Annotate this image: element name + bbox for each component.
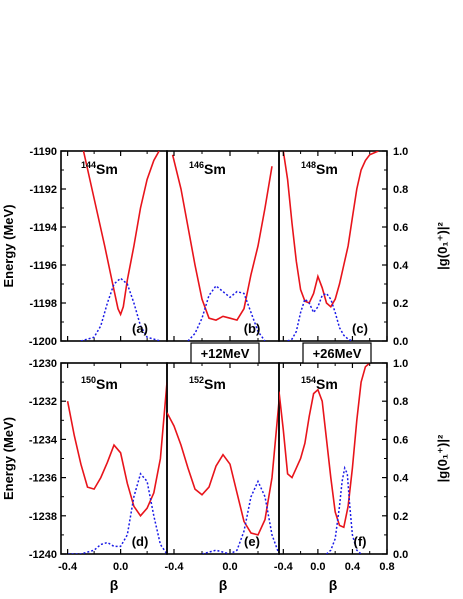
x-tick-label: 0.8 bbox=[379, 561, 394, 573]
y2-tick-label: 0.0 bbox=[393, 336, 408, 348]
shift-label-c: +26MeV bbox=[313, 346, 362, 361]
x-tick-label: 0.0 bbox=[310, 561, 325, 573]
element-symbol: Sm bbox=[316, 376, 338, 392]
y2-axis-title: |g(0₁⁺)|² bbox=[435, 434, 450, 482]
y-tick-label: -1200 bbox=[29, 336, 57, 348]
y2-tick-label: 0.0 bbox=[393, 549, 408, 561]
wavefunction-curve-f bbox=[326, 465, 362, 554]
shift-box-b bbox=[190, 342, 260, 364]
y2-tick-label: 1.0 bbox=[393, 358, 408, 370]
panel-frame-a bbox=[60, 150, 168, 342]
element-symbol: Sm bbox=[316, 161, 338, 177]
y-tick-label: -1234 bbox=[29, 434, 58, 446]
y-tick-label: -1236 bbox=[29, 473, 57, 485]
x-tick-label: -0.4 bbox=[165, 561, 185, 573]
y-tick-label: -1238 bbox=[29, 511, 57, 523]
nucleus-label-d: 150Sm bbox=[81, 375, 118, 392]
y2-tick-label: 0.8 bbox=[393, 396, 408, 408]
energy-curve-b bbox=[171, 154, 273, 322]
y-tick-label: -1196 bbox=[29, 260, 57, 272]
mass-number: 150 bbox=[81, 375, 96, 385]
panel-frame-b bbox=[166, 150, 280, 342]
nucleus-label-c: 148Sm bbox=[301, 160, 338, 177]
nucleus-label-a: 144Sm bbox=[81, 160, 118, 177]
wavefunction-curve-d bbox=[67, 472, 167, 554]
element-symbol: Sm bbox=[96, 376, 118, 392]
nucleus-label-b: 146Sm bbox=[189, 160, 226, 177]
y2-axis-title: |g(0₁⁺)|² bbox=[435, 221, 450, 269]
x-tick-label: 0.0 bbox=[222, 561, 237, 573]
y-axis-title: Energy (MeV) bbox=[1, 204, 16, 287]
energy-curve-a bbox=[82, 151, 160, 317]
energy-curve-e bbox=[167, 401, 279, 536]
panel-label-b: (b) bbox=[244, 321, 261, 336]
y-tick-label: -1190 bbox=[29, 146, 57, 158]
panel-label-c: (c) bbox=[352, 321, 368, 336]
element-symbol: Sm bbox=[96, 161, 118, 177]
x-axis-title: β bbox=[219, 577, 228, 593]
energy-curve-d bbox=[66, 382, 167, 518]
x-axis-title: β bbox=[329, 577, 338, 593]
mass-number: 148 bbox=[301, 160, 316, 170]
mass-number: 146 bbox=[189, 160, 204, 170]
nucleus-label-e: 152Sm bbox=[189, 375, 226, 392]
element-symbol: Sm bbox=[204, 161, 226, 177]
panel-label-d: (d) bbox=[132, 534, 149, 549]
x-tick-label: 0.0 bbox=[113, 561, 128, 573]
energy-curve-f bbox=[279, 363, 371, 529]
mass-number: 154 bbox=[301, 375, 316, 385]
x-tick-label: -0.4 bbox=[274, 561, 294, 573]
wavefunction-curve-a bbox=[80, 277, 161, 341]
y-tick-label: -1194 bbox=[29, 222, 57, 234]
y2-tick-label: 0.8 bbox=[393, 184, 408, 196]
y2-tick-label: 0.6 bbox=[393, 222, 408, 234]
wavefunction-curve-e bbox=[201, 479, 279, 554]
wavefunction-curve-c bbox=[287, 292, 353, 341]
panel-label-f: (f) bbox=[354, 534, 367, 549]
panel-label-a: (a) bbox=[132, 321, 148, 336]
y2-tick-label: 0.4 bbox=[393, 260, 409, 272]
y2-tick-label: 0.2 bbox=[393, 511, 408, 523]
y2-tick-label: 0.4 bbox=[393, 473, 409, 485]
x-tick-label: 0.4 bbox=[345, 561, 361, 573]
y-axis-title: Energy (MeV) bbox=[1, 417, 16, 500]
x-tick-label: -0.4 bbox=[58, 561, 78, 573]
shift-label-b: +12MeV bbox=[201, 346, 250, 361]
y-tick-label: -1232 bbox=[29, 396, 57, 408]
y-tick-label: -1230 bbox=[29, 358, 57, 370]
y-tick-label: -1198 bbox=[29, 298, 57, 310]
y-tick-label: -1192 bbox=[29, 184, 57, 196]
y2-tick-label: 0.2 bbox=[393, 298, 408, 310]
y2-tick-label: 1.0 bbox=[393, 146, 408, 158]
mass-number: 152 bbox=[189, 375, 204, 385]
wavefunction-curve-b bbox=[187, 284, 266, 341]
y2-tick-label: 0.6 bbox=[393, 434, 408, 446]
x-axis-title: β bbox=[110, 577, 119, 593]
mass-number: 144 bbox=[81, 160, 96, 170]
y-tick-label: -1240 bbox=[29, 549, 57, 561]
energy-curve-c bbox=[282, 151, 379, 309]
element-symbol: Sm bbox=[204, 376, 226, 392]
shift-box-c bbox=[302, 342, 372, 364]
panel-label-e: (e) bbox=[244, 534, 260, 549]
nucleus-label-f: 154Sm bbox=[301, 375, 338, 392]
